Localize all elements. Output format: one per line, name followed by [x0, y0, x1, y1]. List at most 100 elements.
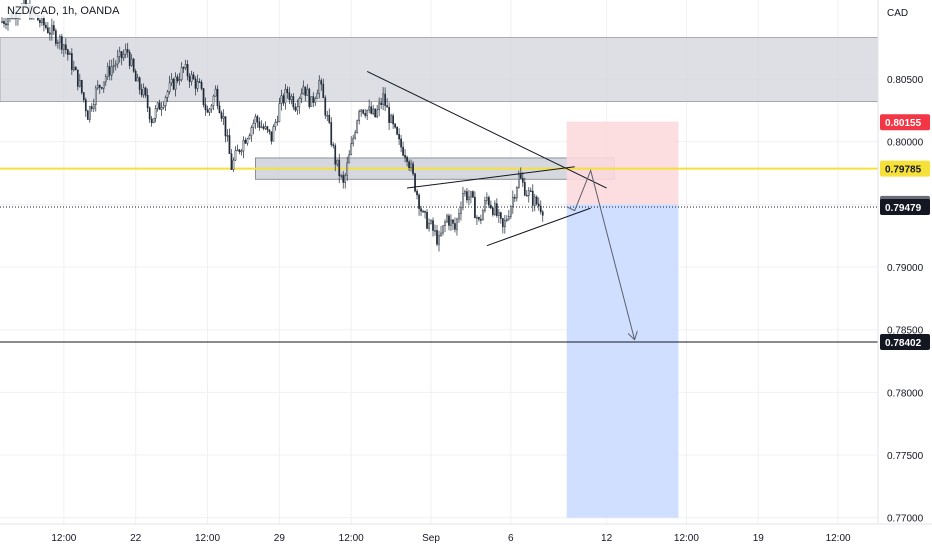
candle-body	[462, 192, 464, 208]
candle-body	[154, 108, 157, 119]
candle-body	[440, 232, 442, 236]
candle-body	[112, 64, 115, 67]
candle-body	[364, 113, 367, 116]
candle-body	[378, 102, 380, 111]
candle-body	[210, 105, 213, 110]
candle-body	[370, 106, 373, 114]
candle-body	[256, 116, 259, 123]
price-badge-label: 0.79785	[885, 165, 922, 176]
candle-body	[276, 121, 279, 123]
candle-body	[482, 210, 484, 221]
candle-body	[541, 211, 544, 216]
candle-body	[57, 42, 59, 44]
candle-body	[212, 95, 215, 106]
candle-body	[314, 98, 317, 103]
candle-body	[138, 77, 141, 90]
candle-body	[49, 32, 51, 35]
candle-body	[535, 196, 538, 205]
candle-body	[398, 134, 400, 140]
candle-body	[470, 191, 472, 198]
candle-body	[202, 88, 205, 106]
candle-body	[340, 175, 343, 177]
candle-body	[272, 126, 275, 142]
candle-body	[318, 80, 321, 94]
candle-body	[164, 97, 167, 106]
candle-body	[224, 116, 227, 137]
candle-body	[476, 217, 478, 219]
x-tick-label: 12	[601, 533, 613, 544]
candle-body	[178, 79, 181, 82]
symbol-label: NZD/CAD, 1h, OANDA	[4, 4, 123, 18]
candle-body	[108, 66, 111, 76]
price-badge	[880, 160, 930, 177]
candle-body	[150, 118, 153, 124]
candle-body	[282, 95, 285, 104]
candle-body	[344, 174, 347, 183]
candle-body	[286, 88, 289, 94]
candle-body	[430, 220, 432, 224]
candle-body	[452, 219, 454, 224]
candle-body	[502, 218, 504, 228]
x-tick-label: 6	[508, 533, 514, 544]
candle-body	[152, 117, 155, 124]
candle-body	[334, 145, 337, 165]
candle-body	[170, 78, 173, 84]
candle-body	[284, 88, 287, 104]
candle-body	[338, 159, 341, 177]
candle-body	[310, 96, 313, 107]
y-tick-label: 0.79000	[887, 263, 924, 274]
candle-body	[460, 206, 462, 214]
x-tick-label: 22	[130, 533, 142, 544]
candle-body	[270, 131, 273, 142]
candle-body	[474, 196, 476, 219]
price-badge-label: 0.79479	[885, 203, 922, 214]
candle-body	[298, 98, 301, 108]
candle-body	[444, 221, 446, 226]
candle-body	[47, 27, 49, 34]
stop-loss-zone	[566, 121, 679, 205]
trend-line	[407, 166, 575, 189]
candle-body	[294, 106, 297, 111]
candle-body	[384, 93, 386, 106]
candle-body	[456, 218, 458, 230]
candle-body	[496, 203, 498, 216]
candle-body	[172, 78, 175, 90]
candle-body	[268, 129, 271, 132]
candle-body	[448, 215, 450, 226]
candle-body	[174, 76, 177, 90]
candle-body	[1, 21, 3, 23]
candle-body	[386, 105, 388, 108]
candle-body	[198, 81, 201, 83]
candle-body	[266, 126, 269, 131]
candle-body	[380, 102, 382, 105]
candle-body	[296, 106, 299, 111]
candle-body	[70, 53, 73, 71]
y-tick-label: 0.77500	[887, 451, 924, 462]
candle-body	[539, 205, 542, 213]
candle-body	[326, 114, 329, 117]
candle-body	[342, 175, 345, 183]
candle-body	[250, 127, 253, 136]
time-axis-background	[0, 524, 932, 550]
candle-body	[80, 80, 83, 93]
candle-body	[392, 115, 394, 125]
candle-body	[59, 36, 61, 43]
candle-body	[192, 74, 195, 80]
candle-body	[84, 99, 87, 112]
candle-body	[472, 191, 474, 198]
candle-body	[290, 96, 293, 100]
price-badge-label: 0.80155	[885, 118, 922, 129]
candle-body	[416, 190, 418, 196]
candle-body	[222, 116, 225, 119]
candle-body	[306, 88, 309, 96]
candle-body	[240, 150, 243, 153]
candle-body	[236, 149, 239, 152]
candle-body	[254, 116, 257, 124]
candle-body	[280, 95, 283, 104]
candle-body	[166, 91, 169, 98]
candle-body	[513, 196, 516, 199]
candle-body	[214, 88, 217, 97]
candle-body	[78, 80, 81, 87]
candle-body	[488, 197, 490, 206]
